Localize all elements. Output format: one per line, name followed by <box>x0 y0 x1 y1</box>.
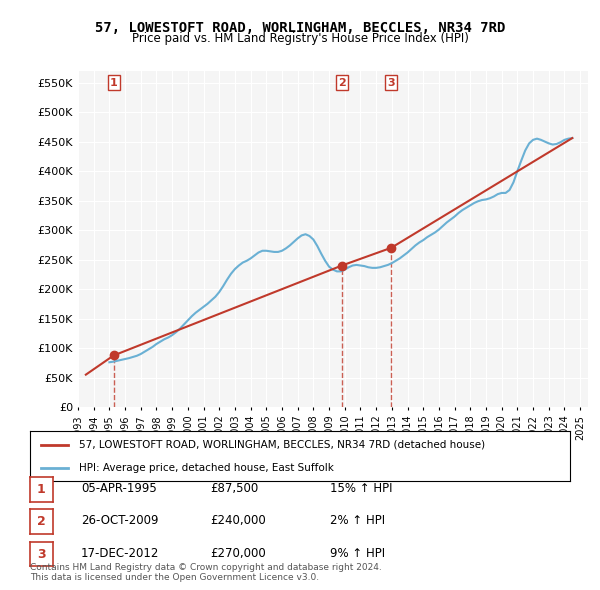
Text: HPI: Average price, detached house, East Suffolk: HPI: Average price, detached house, East… <box>79 463 334 473</box>
Text: Price paid vs. HM Land Registry's House Price Index (HPI): Price paid vs. HM Land Registry's House … <box>131 32 469 45</box>
Text: 3: 3 <box>37 548 46 560</box>
Text: £87,500: £87,500 <box>210 482 258 495</box>
Text: 05-APR-1995: 05-APR-1995 <box>81 482 157 495</box>
Text: 2% ↑ HPI: 2% ↑ HPI <box>330 514 385 527</box>
Text: Contains HM Land Registry data © Crown copyright and database right 2024.
This d: Contains HM Land Registry data © Crown c… <box>30 563 382 582</box>
Text: 1: 1 <box>110 77 118 87</box>
Text: 3: 3 <box>388 77 395 87</box>
Text: 2: 2 <box>37 515 46 528</box>
Text: 57, LOWESTOFT ROAD, WORLINGHAM, BECCLES, NR34 7RD (detached house): 57, LOWESTOFT ROAD, WORLINGHAM, BECCLES,… <box>79 440 485 450</box>
Text: 17-DEC-2012: 17-DEC-2012 <box>81 547 160 560</box>
Text: 57, LOWESTOFT ROAD, WORLINGHAM, BECCLES, NR34 7RD: 57, LOWESTOFT ROAD, WORLINGHAM, BECCLES,… <box>95 21 505 35</box>
Text: 9% ↑ HPI: 9% ↑ HPI <box>330 547 385 560</box>
Text: 26-OCT-2009: 26-OCT-2009 <box>81 514 158 527</box>
Text: 15% ↑ HPI: 15% ↑ HPI <box>330 482 392 495</box>
Text: 2: 2 <box>338 77 346 87</box>
Text: £270,000: £270,000 <box>210 547 266 560</box>
Text: 1: 1 <box>37 483 46 496</box>
Text: £240,000: £240,000 <box>210 514 266 527</box>
